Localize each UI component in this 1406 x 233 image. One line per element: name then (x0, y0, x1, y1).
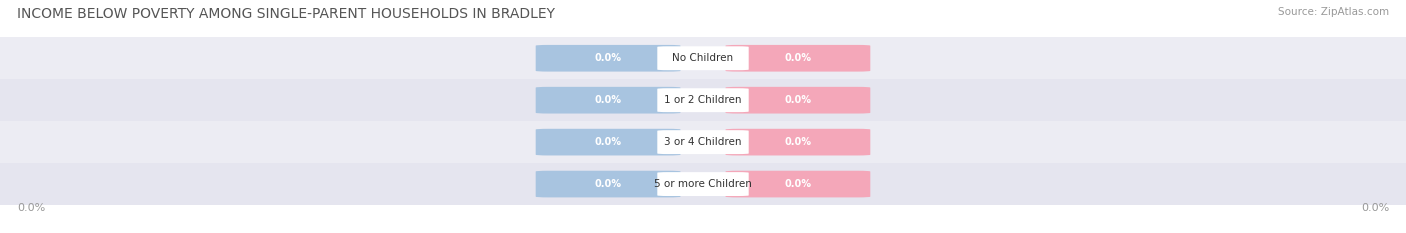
Text: 5 or more Children: 5 or more Children (654, 179, 752, 189)
Text: No Children: No Children (672, 53, 734, 63)
Text: 0.0%: 0.0% (595, 179, 621, 189)
FancyBboxPatch shape (657, 172, 749, 196)
Text: 0.0%: 0.0% (595, 95, 621, 105)
FancyBboxPatch shape (536, 129, 681, 155)
FancyBboxPatch shape (657, 88, 749, 112)
Text: 0.0%: 0.0% (1361, 203, 1389, 213)
FancyBboxPatch shape (657, 46, 749, 70)
FancyBboxPatch shape (0, 163, 1406, 205)
Text: Source: ZipAtlas.com: Source: ZipAtlas.com (1278, 7, 1389, 17)
Text: 0.0%: 0.0% (595, 53, 621, 63)
FancyBboxPatch shape (725, 129, 870, 155)
Text: 0.0%: 0.0% (785, 137, 811, 147)
FancyBboxPatch shape (0, 79, 1406, 121)
Text: 0.0%: 0.0% (595, 137, 621, 147)
Text: 0.0%: 0.0% (785, 95, 811, 105)
FancyBboxPatch shape (725, 171, 870, 197)
Text: 1 or 2 Children: 1 or 2 Children (664, 95, 742, 105)
FancyBboxPatch shape (725, 45, 870, 72)
FancyBboxPatch shape (536, 87, 681, 113)
FancyBboxPatch shape (725, 87, 870, 113)
FancyBboxPatch shape (657, 130, 749, 154)
FancyBboxPatch shape (536, 171, 681, 197)
Text: INCOME BELOW POVERTY AMONG SINGLE-PARENT HOUSEHOLDS IN BRADLEY: INCOME BELOW POVERTY AMONG SINGLE-PARENT… (17, 7, 555, 21)
FancyBboxPatch shape (536, 45, 681, 72)
Text: 0.0%: 0.0% (17, 203, 45, 213)
Text: 3 or 4 Children: 3 or 4 Children (664, 137, 742, 147)
FancyBboxPatch shape (0, 121, 1406, 163)
Text: 0.0%: 0.0% (785, 53, 811, 63)
FancyBboxPatch shape (0, 37, 1406, 79)
Text: 0.0%: 0.0% (785, 179, 811, 189)
